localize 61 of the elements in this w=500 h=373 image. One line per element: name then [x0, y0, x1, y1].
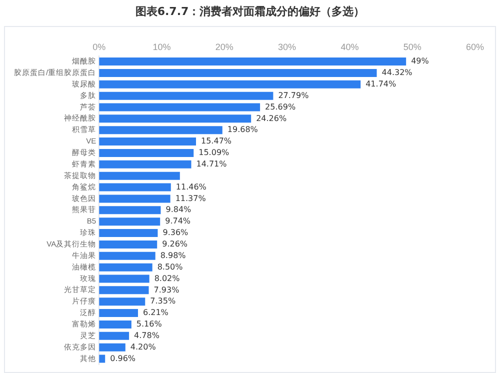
bar	[99, 218, 160, 226]
bar	[99, 274, 150, 283]
bar	[99, 138, 196, 146]
bar	[99, 103, 260, 112]
bar	[99, 160, 192, 168]
x-tick-label: 10%	[152, 42, 171, 52]
bar	[99, 229, 158, 238]
bar	[99, 263, 152, 272]
data-label: 19.68%	[227, 125, 258, 134]
bar	[99, 252, 156, 260]
data-label: 24.26%	[256, 114, 287, 123]
data-label: 7.93%	[154, 285, 180, 294]
bar	[99, 114, 252, 123]
bar	[99, 332, 130, 340]
x-tick-label: 50%	[403, 42, 422, 52]
bar	[99, 298, 146, 306]
bar	[99, 92, 274, 100]
bar	[99, 194, 170, 203]
x-tick-label: 0%	[92, 42, 106, 52]
data-label: 9.26%	[162, 240, 188, 249]
data-label: 8.98%	[160, 250, 186, 260]
data-label: 15.47%	[201, 136, 232, 146]
chart-title: 图表6.7.7：消费者对面霜成分的偏好（多选）	[134, 4, 366, 20]
data-label: 14.71%	[196, 159, 228, 168]
bar	[99, 172, 180, 180]
bar	[99, 320, 132, 328]
bar	[99, 309, 138, 318]
data-label: 9.74%	[165, 216, 191, 226]
data-label: 11.37%	[175, 194, 206, 203]
data-label: 0.96%	[110, 354, 136, 363]
bar	[99, 58, 406, 66]
bar	[99, 354, 106, 363]
data-label: 49%	[411, 56, 430, 66]
data-label: 25.69%	[265, 102, 296, 112]
data-label: 4.20%	[130, 342, 156, 352]
x-tick-label: 40%	[340, 42, 359, 52]
bar	[99, 148, 194, 157]
x-tick-label: 60%	[466, 42, 484, 52]
data-label: 4.78%	[134, 330, 160, 340]
x-tick-label: 30%	[278, 42, 296, 52]
x-tick-label: 20%	[215, 42, 234, 52]
data-label: 44.32%	[382, 68, 413, 78]
bar	[99, 126, 222, 134]
data-label: 9.36%	[162, 228, 189, 238]
data-label: 8.50%	[157, 262, 184, 272]
data-label: 7.35%	[150, 296, 176, 306]
bar	[99, 240, 158, 248]
bar	[99, 343, 126, 352]
data-label: 15.09%	[198, 148, 230, 158]
data-label: 6.21%	[142, 308, 169, 318]
data-label: 41.74%	[366, 79, 396, 88]
data-label: 9.84%	[166, 205, 192, 214]
bar	[99, 80, 361, 88]
data-label: 8.02%	[154, 274, 180, 283]
data-label: 27.79%	[278, 90, 310, 100]
bar	[99, 183, 171, 192]
bar	[99, 68, 377, 77]
bar	[99, 286, 149, 294]
bar	[99, 206, 161, 214]
data-label: 11.46%	[176, 182, 207, 192]
data-label: 5.16%	[136, 320, 162, 329]
